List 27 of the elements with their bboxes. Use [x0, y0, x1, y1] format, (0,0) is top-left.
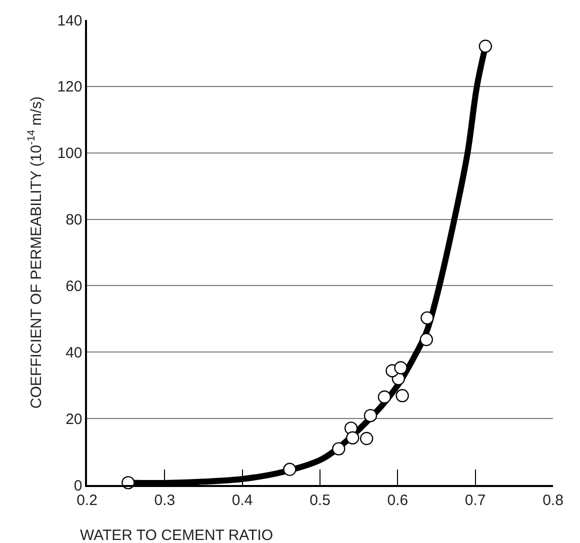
x-tick-label: 0.6: [387, 492, 408, 509]
point: [394, 361, 408, 374]
y-tick-label: 20: [66, 410, 82, 428]
y-tick-label: 80: [66, 212, 82, 229]
y-tick-label: 140: [57, 12, 82, 30]
x-tick-label: 0.2: [76, 492, 98, 509]
x-axis-title: WATER TO CEMENT RATIO: [80, 527, 274, 543]
x-tick-label: 0.5: [310, 492, 330, 509]
x-tick-label: 0.8: [542, 492, 564, 509]
y-tick-label: 100: [57, 145, 82, 162]
point: [378, 390, 392, 404]
point: [360, 432, 374, 446]
x-tick-label: 0.4: [232, 492, 253, 509]
x-tick-label: 0.7: [464, 492, 486, 509]
point: [420, 311, 434, 325]
y-tick-label: 60: [66, 278, 82, 295]
y-tick-label: 120: [57, 78, 82, 96]
point: [283, 462, 296, 476]
y-tick-label: 0: [74, 477, 82, 494]
y-tick-label: 40: [66, 344, 82, 362]
point: [346, 431, 360, 444]
point: [420, 332, 433, 346]
point: [478, 40, 492, 53]
point: [396, 389, 409, 402]
x-tick-label: 0.3: [154, 492, 176, 509]
point: [364, 408, 378, 422]
point: [332, 442, 346, 456]
